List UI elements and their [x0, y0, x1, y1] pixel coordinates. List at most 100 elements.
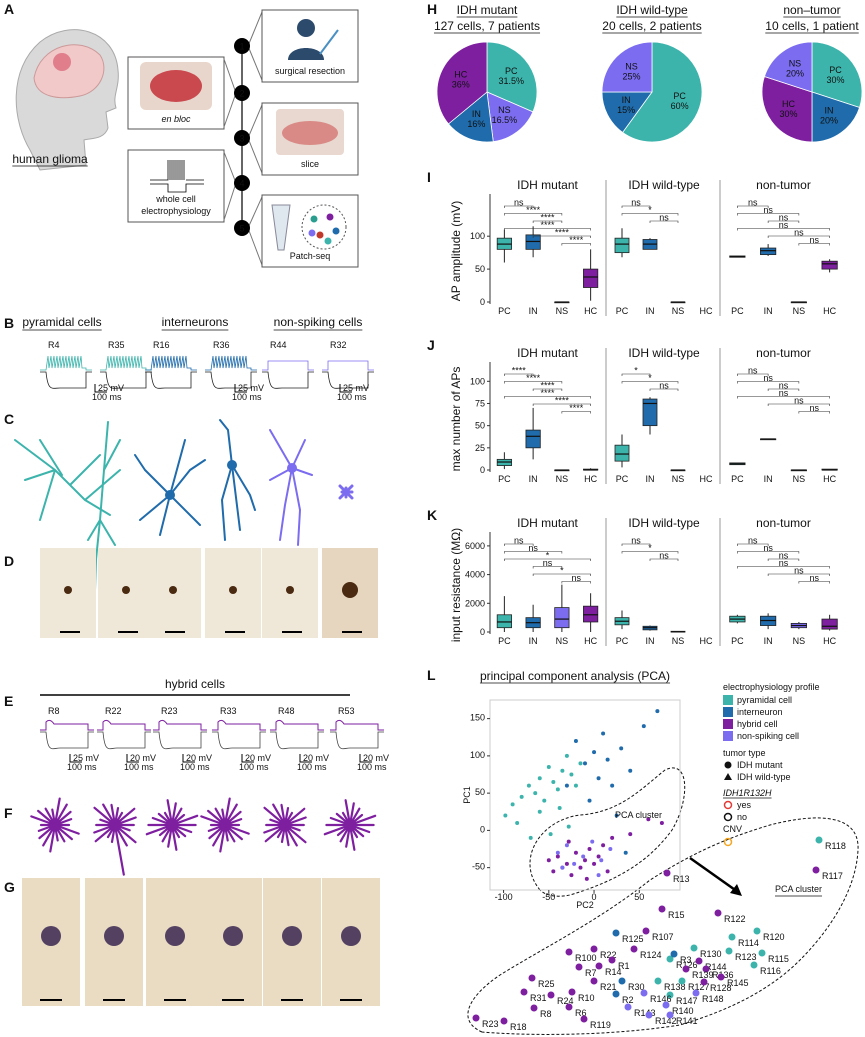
slice-label: PC	[829, 65, 842, 75]
scale-voltage: 20 mV	[245, 753, 271, 763]
comparison-bracket	[621, 205, 651, 208]
x-tick-label: 0	[592, 892, 597, 902]
scatter-point	[551, 869, 556, 874]
scatter-point	[610, 835, 615, 840]
cluster-point	[700, 978, 708, 986]
scatter-point	[555, 787, 560, 792]
slice-label: IN	[472, 109, 481, 119]
scatter-point	[557, 806, 562, 811]
significance-label: ns	[779, 551, 789, 561]
pie-subtitle: 127 cells, 7 patients	[434, 19, 540, 33]
voltage-trace	[270, 719, 324, 731]
y-tick-label: 75	[475, 398, 485, 408]
significance-label: ns	[779, 558, 789, 568]
box	[583, 268, 599, 288]
x-tick-label: NS	[793, 474, 806, 484]
scale-bar	[126, 754, 139, 763]
ephys-label: electrophysiology	[141, 206, 211, 216]
panel-letter: F	[4, 805, 13, 821]
cluster-point-label: R147	[676, 996, 698, 1006]
box	[525, 429, 541, 449]
step-label: Patch-seq	[290, 251, 331, 261]
step-marker	[234, 220, 250, 236]
significance-label: ns	[779, 388, 789, 398]
cluster-point-label: R144	[705, 962, 727, 972]
cluster-point	[642, 927, 650, 935]
scatter-point	[566, 839, 571, 844]
scatter-point	[590, 839, 595, 844]
x-tick-label: IN	[529, 306, 538, 316]
voltage-trace	[322, 371, 374, 389]
cluster-point-label: R31	[530, 993, 547, 1003]
hybrid-soma	[109, 819, 121, 831]
scale-time: 100 ms	[180, 762, 210, 772]
cluster-point	[608, 956, 616, 964]
scale-time: 100 ms	[357, 762, 387, 772]
en-bloc-label: en bloc	[161, 114, 191, 124]
cluster-point-label: R127	[688, 982, 710, 992]
hybrid-cell-drawing	[200, 797, 250, 853]
scale-bar	[182, 754, 195, 763]
scale-voltage: 25 mV	[238, 383, 264, 393]
comparison-bracket	[767, 573, 830, 576]
y-axis-label: max number of APs	[449, 367, 463, 472]
cell-label: R32	[330, 340, 347, 350]
scatter-point	[578, 761, 583, 766]
slice-label: IN	[825, 105, 834, 115]
significance-label: ****	[526, 373, 541, 383]
y-tick-label: 100	[470, 231, 485, 241]
scatter-point	[623, 850, 628, 855]
x-tick-label: IN	[529, 474, 538, 484]
hybrid-cell-drawing	[323, 799, 377, 851]
stained-cell	[223, 926, 243, 946]
legend-swatch	[723, 695, 733, 705]
cluster-outline-small	[529, 767, 686, 897]
cluster-point	[568, 988, 576, 996]
scale-time: 100 ms	[337, 392, 367, 402]
panel-letter: J	[427, 337, 435, 353]
slice-value: 60%	[671, 101, 689, 111]
box	[614, 237, 630, 254]
cluster-point	[595, 962, 603, 970]
scatter-point	[542, 798, 547, 803]
slice-value: 16%	[467, 119, 485, 129]
scatter-point	[564, 843, 569, 848]
cell-label: R35	[108, 340, 125, 350]
scale-voltage: 20 mV	[363, 753, 389, 763]
scale-bar	[299, 754, 312, 763]
x-tick-label: HC	[823, 474, 836, 484]
scale-bar	[241, 754, 254, 763]
scatter-point	[564, 861, 569, 866]
scatter-point	[601, 843, 606, 848]
significance-label: ns	[763, 543, 773, 553]
x-tick-label: HC	[823, 306, 836, 316]
legend-swatch	[723, 707, 733, 717]
panel-letter: I	[427, 169, 431, 185]
scatter-point	[560, 768, 565, 773]
cluster-point	[662, 1001, 670, 1009]
slice-value: 30%	[826, 75, 844, 85]
slice-label: HC	[782, 99, 795, 109]
slice-value: 30%	[780, 109, 798, 119]
scatter-point	[572, 861, 577, 866]
scatter-point	[601, 731, 606, 736]
cluster-point	[666, 1011, 674, 1019]
significance-label: *	[648, 205, 652, 215]
cluster-point	[654, 977, 662, 985]
y-tick-label: 6000	[465, 541, 485, 551]
pie-slice	[486, 91, 534, 143]
cluster-point-label: R122	[724, 914, 746, 924]
scatter-point	[560, 865, 565, 870]
cluster-point	[618, 977, 626, 985]
cluster-point	[624, 1003, 632, 1011]
x-axis-label: PC2	[576, 900, 594, 910]
legend-marker	[723, 800, 733, 810]
cluster-point-label: R117	[822, 871, 843, 881]
scale-bar	[94, 384, 107, 393]
surgeon-icon	[288, 48, 324, 60]
scatter-point	[515, 820, 520, 825]
slice-label: NS	[625, 61, 638, 71]
scatter-point	[548, 832, 553, 837]
cluster-point-label: R24	[557, 996, 574, 1006]
facet-title: non-tumor	[756, 346, 811, 360]
